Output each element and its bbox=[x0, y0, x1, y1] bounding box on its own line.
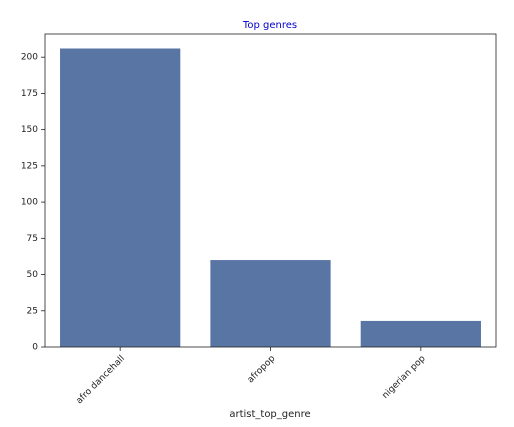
y-tick-label: 0 bbox=[32, 343, 38, 353]
bar bbox=[60, 48, 181, 347]
y-tick-label: 75 bbox=[27, 234, 38, 244]
plot-frame bbox=[44, 33, 497, 348]
y-tick-label: 150 bbox=[21, 125, 38, 135]
chart-title: Top genres bbox=[242, 20, 297, 31]
bar bbox=[210, 260, 331, 347]
x-tick-label: afropop bbox=[246, 354, 278, 386]
y-tick-label: 125 bbox=[21, 161, 38, 171]
y-tick-label: 25 bbox=[27, 306, 38, 316]
y-tick-label: 100 bbox=[21, 198, 38, 208]
x-tick-label: afro dancehall bbox=[75, 354, 127, 406]
y-tick-label: 175 bbox=[21, 89, 38, 99]
x-tick-label: nigerian pop bbox=[381, 354, 428, 401]
y-tick-label: 200 bbox=[21, 53, 38, 63]
y-tick-label: 50 bbox=[27, 270, 39, 280]
bar bbox=[360, 320, 481, 347]
x-axis-label: artist_top_genre bbox=[229, 409, 310, 420]
